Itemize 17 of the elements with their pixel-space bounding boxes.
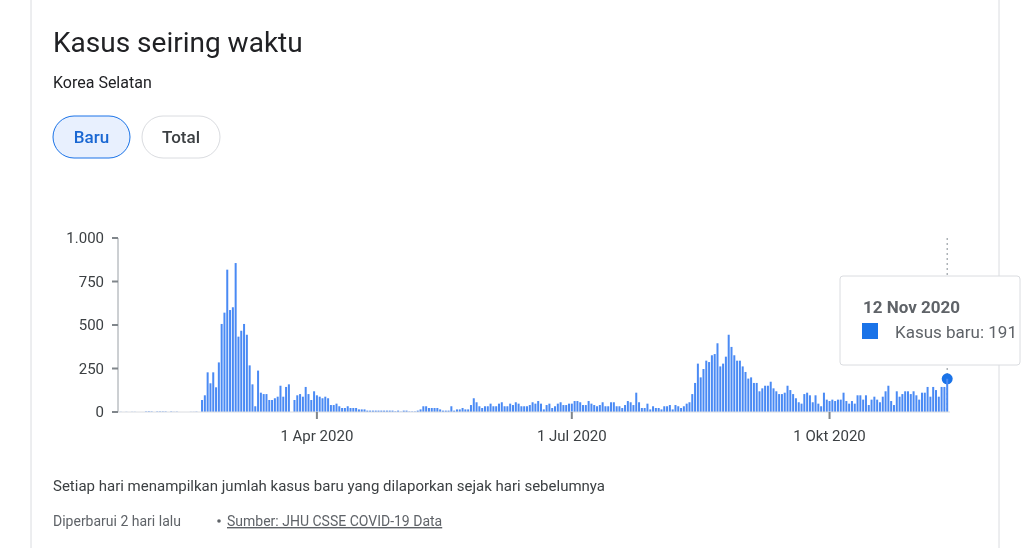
x-tick-label: 1 Okt 2020	[793, 427, 866, 445]
y-tick-label: 750	[78, 272, 104, 291]
x-tick-label: 1 Jul 2020	[536, 427, 607, 445]
annotation: Kasus baru: 191	[895, 322, 1017, 342]
x-tick-label: 1 Apr 2020	[280, 427, 354, 445]
toggle-button: Total	[141, 115, 221, 159]
y-tick-label: 0	[95, 403, 104, 421]
chart-title: Kasus seiring waktu	[53, 26, 303, 59]
text: Setiap hari menampilkan jumlah kasus baru yang dilaporkan sejak hari sebelumnya	[53, 477, 605, 495]
y-tick-label: 250	[78, 359, 104, 378]
chart-subtitle: Korea Selatan	[53, 73, 152, 92]
y-tick-label: 1.000	[66, 229, 104, 247]
text: Sumber: JHU CSSE COVID-19 Data	[227, 513, 443, 529]
toggle-button: Baru	[52, 115, 131, 159]
y-tick-label: 500	[78, 316, 104, 334]
text: Diperbarui 2 hari lalu	[53, 513, 181, 529]
annotation: 12 Nov 2020	[863, 297, 961, 317]
